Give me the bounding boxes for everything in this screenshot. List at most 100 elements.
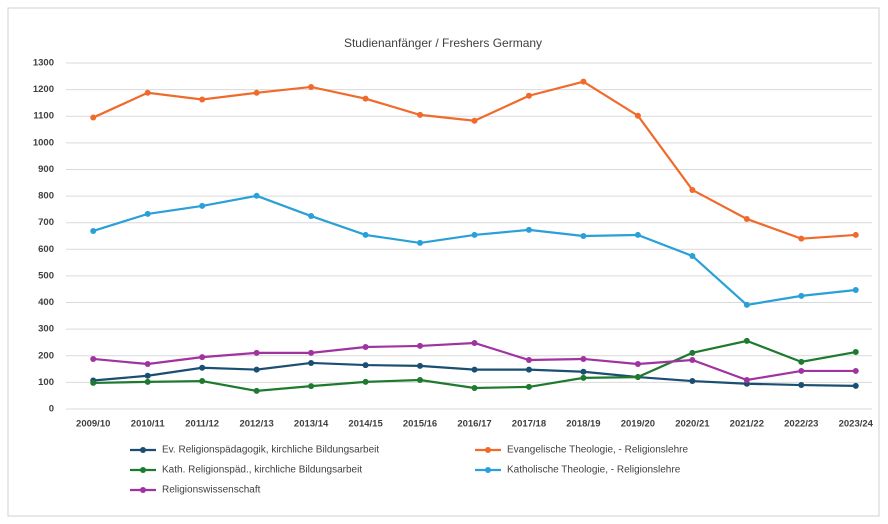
y-tick-label: 400 [38, 297, 54, 308]
x-tick-label: 2021/22 [730, 419, 764, 430]
legend-marker [485, 467, 491, 473]
data-point [852, 349, 859, 356]
legend-label: Evangelische Theologie, - Religionslehre [507, 445, 688, 456]
legend-marker [140, 487, 146, 493]
data-point [253, 366, 260, 373]
chart-title: Studienanfänger / Freshers Germany [344, 36, 542, 50]
data-point [525, 357, 532, 364]
data-point [90, 227, 97, 234]
y-tick-label: 100 [38, 377, 54, 388]
data-point [852, 287, 859, 294]
data-point [689, 349, 696, 356]
y-tick-label: 0 [49, 404, 54, 415]
data-point [689, 378, 696, 385]
data-point [144, 372, 151, 379]
data-point [580, 374, 587, 381]
data-point [90, 355, 97, 362]
legend-marker [485, 447, 491, 453]
data-point [634, 361, 641, 368]
y-tick-label: 500 [38, 270, 54, 281]
y-tick-label: 1100 [33, 111, 54, 122]
y-tick-label: 1300 [33, 58, 54, 69]
y-tick-label: 300 [38, 324, 54, 335]
data-point [689, 186, 696, 193]
data-point [199, 202, 206, 209]
y-tick-label: 600 [38, 244, 54, 255]
data-point [308, 359, 315, 366]
x-tick-label: 2022/23 [784, 419, 818, 430]
data-point [798, 292, 805, 299]
data-point [471, 339, 478, 346]
y-tick-label: 900 [38, 164, 54, 175]
data-point [525, 383, 532, 390]
data-point [580, 368, 587, 375]
y-tick-label: 1200 [33, 84, 54, 95]
data-point [471, 231, 478, 238]
x-tick-label: 2016/17 [457, 419, 491, 430]
x-tick-label: 2019/20 [621, 419, 655, 430]
data-point [90, 379, 97, 386]
data-point [852, 367, 859, 374]
data-point [525, 92, 532, 99]
chart-frame [7, 7, 880, 517]
data-point [634, 374, 641, 381]
data-point [144, 210, 151, 217]
legend-marker [140, 467, 146, 473]
legend-label: Katholische Theologie, - Religionslehre [507, 465, 681, 476]
legend-label: Ev. Religionspädagogik, kirchliche Bildu… [162, 445, 379, 456]
data-point [417, 362, 424, 369]
data-point [308, 213, 315, 220]
data-point [144, 89, 151, 96]
data-point [362, 362, 369, 369]
x-tick-label: 2009/10 [76, 419, 110, 430]
x-tick-label: 2012/13 [239, 419, 273, 430]
data-point [798, 367, 805, 374]
data-point [90, 114, 97, 121]
y-tick-label: 800 [38, 191, 54, 202]
x-tick-label: 2015/16 [403, 419, 437, 430]
data-point [798, 235, 805, 242]
data-point [417, 111, 424, 118]
x-tick-label: 2014/15 [348, 419, 383, 430]
data-point [471, 117, 478, 124]
x-tick-label: 2017/18 [512, 419, 546, 430]
x-tick-label: 2023/24 [839, 419, 874, 430]
data-point [634, 112, 641, 119]
data-point [417, 239, 424, 246]
data-point [308, 83, 315, 90]
x-tick-label: 2020/21 [675, 419, 710, 430]
data-point [253, 89, 260, 96]
data-point [852, 231, 859, 238]
data-point [253, 387, 260, 394]
data-point [689, 252, 696, 259]
data-point [144, 378, 151, 385]
data-point [199, 364, 206, 371]
data-point [798, 358, 805, 365]
x-tick-label: 2011/12 [185, 419, 219, 430]
data-point [199, 354, 206, 361]
data-point [580, 355, 587, 362]
data-point [634, 231, 641, 238]
data-point [743, 376, 750, 383]
data-point [199, 378, 206, 385]
data-point [362, 343, 369, 350]
data-point [580, 78, 587, 85]
data-point [253, 192, 260, 199]
legend-label: Religionswissenschaft [162, 485, 261, 496]
y-tick-label: 1000 [33, 137, 54, 148]
x-tick-label: 2010/11 [131, 419, 166, 430]
data-point [308, 349, 315, 356]
data-point [580, 233, 587, 239]
data-point [471, 384, 478, 391]
legend-label: Kath. Religionspäd., kirchliche Bildungs… [162, 465, 362, 476]
data-point [308, 383, 315, 390]
data-point [689, 357, 696, 364]
data-point [362, 95, 369, 102]
data-point [417, 342, 424, 349]
legend-marker [140, 447, 146, 453]
x-tick-label: 2013/14 [294, 419, 329, 430]
data-point [362, 378, 369, 385]
data-point [743, 215, 750, 222]
data-point [253, 349, 260, 356]
